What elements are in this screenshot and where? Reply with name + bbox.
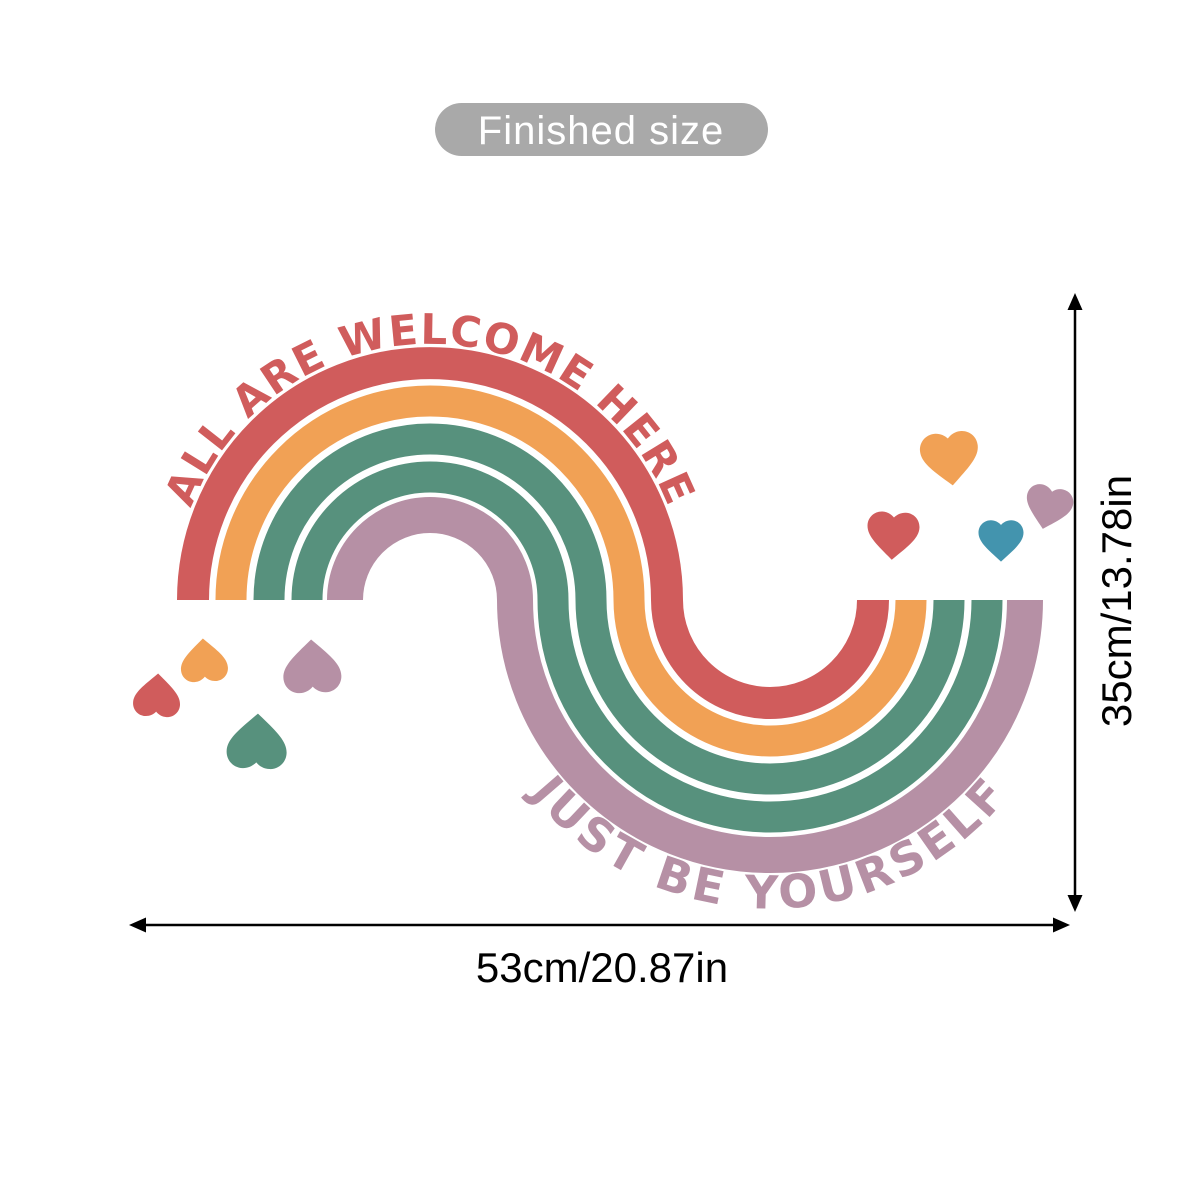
heart-mauve-inverted-icon bbox=[282, 638, 342, 694]
heart-orange-icon bbox=[918, 429, 982, 489]
width-dimension: 53cm/20.87in bbox=[129, 917, 1070, 991]
heart-red-inverted-icon bbox=[132, 672, 182, 718]
rainbow-band-orange bbox=[215, 385, 927, 757]
rainbow-band-red bbox=[177, 347, 889, 719]
heart-mauve-icon bbox=[1019, 481, 1077, 535]
width-dimension-label: 53cm/20.87in bbox=[476, 944, 728, 991]
width-arrow-left-icon bbox=[129, 917, 146, 933]
height-dimension: 35cm/13.78in bbox=[1067, 293, 1140, 912]
height-dimension-label: 35cm/13.78in bbox=[1093, 475, 1140, 727]
finished-size-badge: Finished size bbox=[435, 103, 768, 156]
rainbow-band-mauve bbox=[327, 497, 1043, 873]
heart-orange-inverted-icon bbox=[179, 637, 229, 683]
hearts-left-cluster bbox=[132, 637, 342, 770]
rainbow-band-green-inner bbox=[291, 461, 1003, 833]
hearts-right-cluster bbox=[865, 429, 1077, 562]
height-arrow-bottom-icon bbox=[1067, 895, 1083, 912]
badge-label: Finished size bbox=[478, 109, 724, 153]
heart-teal-icon bbox=[978, 520, 1024, 562]
badge-pill bbox=[435, 103, 768, 156]
rainbow-band-green-outer bbox=[253, 423, 965, 795]
heart-green-inverted-icon bbox=[226, 712, 288, 770]
heart-red-icon bbox=[865, 510, 921, 562]
width-arrow-right-icon bbox=[1053, 917, 1070, 933]
height-arrow-top-icon bbox=[1067, 293, 1083, 310]
rainbow-s-curve bbox=[177, 347, 1043, 873]
